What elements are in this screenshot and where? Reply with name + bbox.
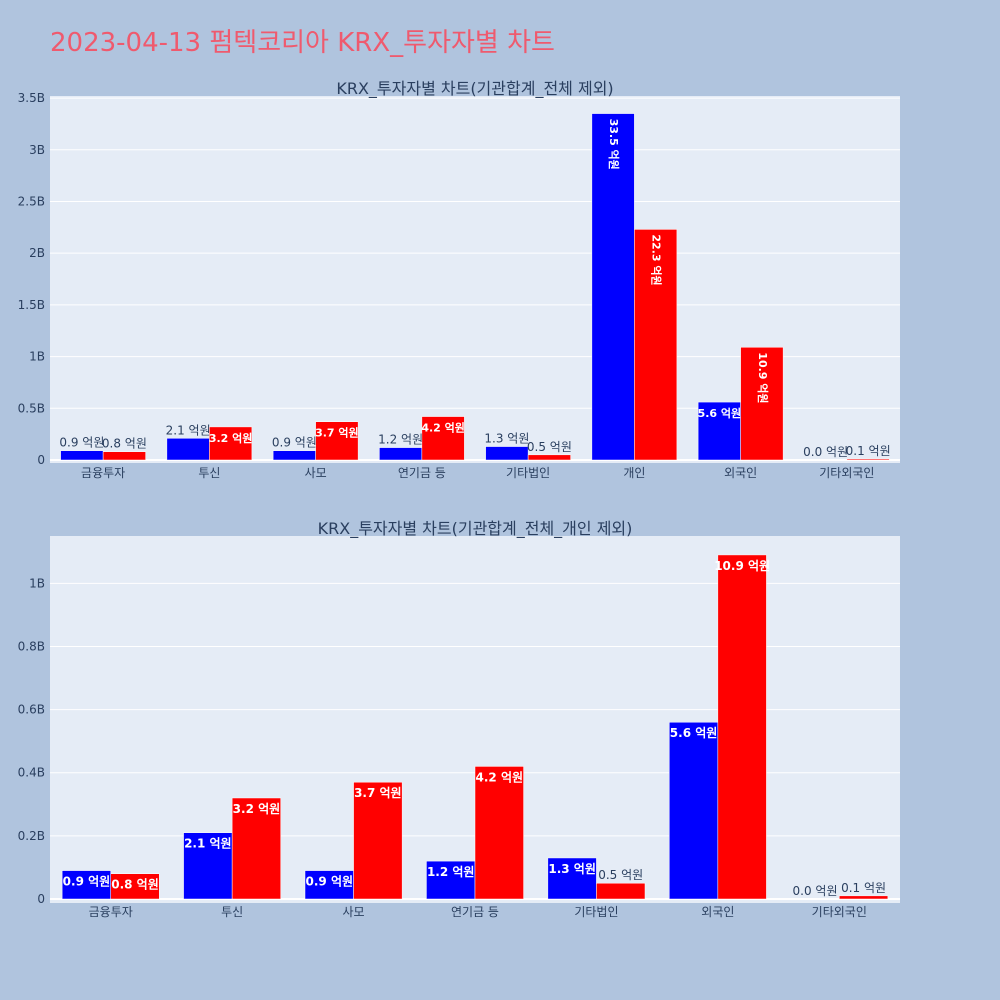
- x-tick-label: 연기금 등: [451, 905, 499, 919]
- y-tick-label: 0.6B: [18, 703, 45, 717]
- bar: [272, 450, 316, 461]
- bar: [353, 781, 403, 900]
- x-tick-label: 기타법인: [574, 905, 618, 919]
- bar: [315, 421, 359, 461]
- bar: [596, 882, 646, 900]
- bar: [846, 458, 890, 461]
- bar-value-label: 3.2 억원: [233, 802, 281, 816]
- y-tick-label: 1B: [29, 350, 45, 364]
- x-tick-label: 외국인: [724, 466, 757, 480]
- y-tick-label: 1.5B: [18, 298, 45, 312]
- bar-value-label: 0.9 억원: [63, 875, 111, 889]
- y-tick-label: 0.4B: [18, 766, 45, 780]
- bar-value-label: 0.1 억원: [846, 444, 891, 458]
- x-tick-label: 기타법인: [506, 466, 550, 480]
- x-tick-label: 기타외국인: [819, 466, 874, 480]
- bar-value-label: 0.5 억원: [598, 868, 643, 882]
- x-tick-label: 금융투자: [89, 905, 133, 919]
- bar-value-label: 0.8 억원: [111, 878, 159, 892]
- y-tick-label: 0.2B: [18, 829, 45, 843]
- bar-value-label: 0.9 억원: [306, 875, 354, 889]
- bar-value-label: 0.0 억원: [793, 884, 838, 898]
- bar: [60, 450, 104, 461]
- bar-value-label: 0.0 억원: [803, 445, 848, 459]
- x-tick-label: 금융투자: [81, 466, 125, 480]
- x-tick-label: 사모: [305, 466, 327, 480]
- bar-value-label: 10.9 억원: [714, 559, 770, 573]
- bar-value-label: 22.3 억원: [650, 234, 664, 285]
- chart-title: KRX_투자자별 차트(기관합계_전체_개인 제외): [318, 519, 633, 539]
- bar: [183, 832, 233, 900]
- bar-value-label: 2.1 억원: [166, 423, 211, 437]
- bar: [102, 451, 146, 461]
- bar: [740, 347, 784, 461]
- bar: [231, 797, 281, 900]
- bar: [379, 447, 423, 461]
- bar: [547, 857, 597, 900]
- bar-value-label: 1.2 억원: [427, 865, 475, 879]
- x-tick-label: 사모: [343, 905, 365, 919]
- bar: [634, 229, 678, 461]
- bar: [426, 860, 476, 900]
- x-tick-label: 투신: [198, 466, 220, 480]
- y-tick-label: 0.5B: [18, 401, 45, 415]
- y-tick-label: 3B: [29, 143, 45, 157]
- bar-value-label: 2.1 억원: [184, 837, 232, 851]
- bar: [527, 454, 571, 461]
- y-tick-label: 2B: [29, 246, 45, 260]
- bar-value-label: 4.2 억원: [476, 770, 524, 784]
- x-tick-label: 연기금 등: [398, 466, 446, 480]
- bar: [110, 873, 160, 900]
- bar-value-label: 0.1 억원: [841, 881, 886, 895]
- bar-value-label: 0.5 억원: [527, 440, 572, 454]
- y-tick-label: 0: [37, 892, 45, 906]
- page-title: 2023-04-13 펌텍코리아 KRX_투자자별 차트: [50, 28, 555, 58]
- bar-value-label: 0.8 억원: [102, 437, 147, 451]
- x-tick-label: 기타외국인: [812, 905, 867, 919]
- bar-value-label: 3.7 억원: [315, 426, 359, 440]
- bar-value-label: 5.6 억원: [670, 726, 718, 740]
- bar-value-label: 0.9 억원: [59, 436, 104, 450]
- bar: [669, 721, 719, 900]
- x-tick-label: 개인: [623, 466, 645, 480]
- bar: [697, 401, 741, 461]
- bar: [717, 554, 767, 900]
- bar-value-label: 4.2 억원: [421, 421, 465, 435]
- bar: [61, 870, 111, 900]
- x-tick-label: 투신: [221, 905, 243, 919]
- x-tick-label: 외국인: [701, 905, 734, 919]
- y-tick-label: 0.8B: [18, 639, 45, 653]
- bar-value-label: 1.3 억원: [548, 862, 596, 876]
- bar: [474, 766, 524, 900]
- chart-title: KRX_투자자별 차트(기관합계_전체 제외): [336, 79, 613, 99]
- bar: [209, 426, 253, 461]
- bar-value-label: 5.6 억원: [698, 406, 742, 420]
- bar-value-label: 3.7 억원: [354, 786, 402, 800]
- bar: [304, 870, 354, 900]
- bar-value-label: 1.3 억원: [484, 432, 529, 446]
- y-tick-label: 1B: [29, 576, 45, 590]
- bar-value-label: 0.9 억원: [272, 436, 317, 450]
- y-tick-label: 2.5B: [18, 194, 45, 208]
- bar: [421, 416, 465, 461]
- y-tick-label: 0: [37, 453, 45, 467]
- bar-value-label: 3.2 억원: [209, 431, 253, 445]
- bar: [485, 446, 529, 461]
- bar: [839, 895, 889, 900]
- bar-value-label: 33.5 억원: [607, 119, 621, 170]
- bar-value-label: 1.2 억원: [378, 433, 423, 447]
- bar: [166, 438, 210, 461]
- y-tick-label: 3.5B: [18, 91, 45, 105]
- bar-value-label: 10.9 억원: [756, 352, 770, 403]
